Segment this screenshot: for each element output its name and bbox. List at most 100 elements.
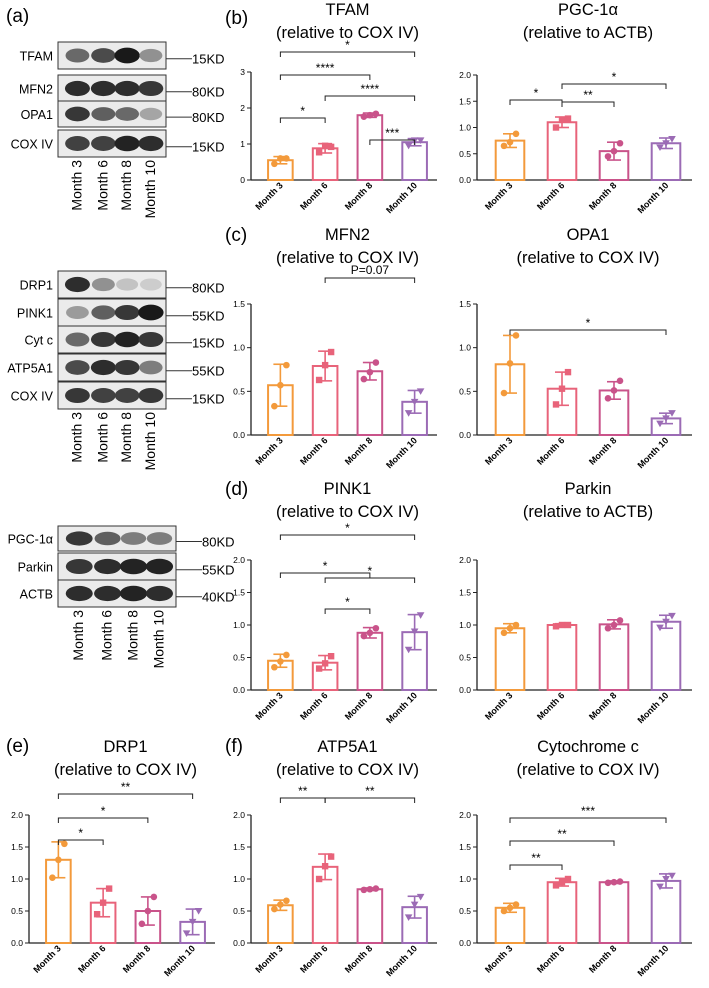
significance-label: ** xyxy=(121,780,131,794)
blot-row: PINK1 55KD xyxy=(17,298,225,327)
chart-opa1: OPA1 (relative to COX IV) 0.0 0.5 1.0 1.5 Mont… xyxy=(459,226,692,470)
significance-label: ** xyxy=(557,827,567,841)
panel-letter-d: (d) xyxy=(225,479,248,500)
y-tick-label: 0.0 xyxy=(459,175,471,185)
data-point xyxy=(662,140,670,147)
significance-label: ** xyxy=(365,784,375,798)
data-point xyxy=(656,420,664,428)
data-point xyxy=(552,882,560,889)
significance-label: *** xyxy=(581,804,595,818)
data-point xyxy=(182,930,191,937)
x-tick-label: Month 6 xyxy=(298,435,329,466)
y-tick-label: 1.0 xyxy=(233,874,245,884)
bar xyxy=(546,881,578,945)
x-tick-label: Month 10 xyxy=(635,943,670,978)
blot-size-label: 80KD xyxy=(192,85,225,100)
data-point xyxy=(610,878,618,886)
data-point xyxy=(500,389,508,397)
data-point xyxy=(610,621,618,629)
blot-protein-label: ATP5A1 xyxy=(7,362,53,376)
data-point xyxy=(372,359,380,366)
blot-lane-label: Month 6 xyxy=(99,610,115,661)
y-tick-label: 0.5 xyxy=(233,386,245,396)
blot-band xyxy=(138,135,164,152)
chart-subtitle: (relative to COX IV) xyxy=(516,249,659,267)
data-point xyxy=(283,361,290,369)
data-point xyxy=(416,137,425,144)
blot-band xyxy=(91,48,116,63)
y-tick-label: 0.0 xyxy=(11,938,23,948)
data-point xyxy=(49,874,56,882)
y-tick-label: 1.5 xyxy=(11,842,23,852)
blot-band xyxy=(91,136,116,151)
bar xyxy=(598,623,630,691)
y-tick-label: 1.5 xyxy=(459,842,471,852)
blot-size-label: 15KD xyxy=(192,140,225,155)
chart-subtitle: (relative to COX IV) xyxy=(276,503,419,521)
data-point xyxy=(564,368,572,376)
significance-bracket xyxy=(57,817,149,823)
chart-title: MFN2 xyxy=(325,226,370,244)
blot-protein-label: OPA1 xyxy=(21,108,53,122)
x-tick-label: Month 10 xyxy=(384,943,419,978)
data-point xyxy=(410,628,419,636)
blot-band xyxy=(114,135,140,152)
data-point xyxy=(283,897,290,905)
data-point xyxy=(277,381,284,389)
blot-band xyxy=(138,304,164,321)
blot-protein-label: PGC-1α xyxy=(8,533,53,547)
significance-label: *** xyxy=(385,126,399,140)
blot-size-label: 55KD xyxy=(192,309,225,324)
x-tick-label: Month 8 xyxy=(343,435,374,466)
chart-subtitle: (relative to COX IV) xyxy=(276,249,419,267)
significance-bracket xyxy=(279,572,371,578)
chart-title: Parkin xyxy=(565,480,612,498)
blot-band xyxy=(114,388,140,403)
data-point xyxy=(512,332,520,339)
blot-band xyxy=(114,47,140,64)
blot-lane-label: Month 3 xyxy=(68,412,84,463)
blot-protein-label: Parkin xyxy=(18,561,53,575)
blot-band xyxy=(116,278,139,291)
x-tick-label: Month 6 xyxy=(298,943,329,974)
data-point xyxy=(404,646,413,654)
y-tick-label: 0.5 xyxy=(459,653,471,663)
chart-parkin: Parkin (relative to ACTB) 0.0 0.5 1.0 1.5 2.0 M… xyxy=(459,480,692,725)
x-tick-label: Month 3 xyxy=(31,943,62,974)
data-point xyxy=(410,398,419,406)
blot-band xyxy=(91,388,116,403)
blot-band xyxy=(114,359,140,376)
significance-label: * xyxy=(78,826,83,840)
data-point xyxy=(558,116,566,123)
significance-bracket xyxy=(509,840,615,846)
data-point xyxy=(366,368,374,376)
bar xyxy=(546,624,578,691)
y-tick-label: 2.0 xyxy=(233,555,245,565)
y-tick-label: 0.0 xyxy=(233,938,245,948)
blot-size-label: 15KD xyxy=(192,336,225,351)
significance-label: * xyxy=(612,70,617,84)
x-tick-label: Month 3 xyxy=(483,690,514,721)
significance-bracket xyxy=(509,99,563,105)
blot-row: COX IV 15KD xyxy=(11,381,225,410)
data-point xyxy=(656,144,664,152)
blot-lane-label: Month 6 xyxy=(94,412,110,463)
x-tick-label: Month 3 xyxy=(483,943,514,974)
data-point xyxy=(604,153,612,160)
significance-bracket xyxy=(324,277,416,283)
data-point xyxy=(668,410,676,417)
significance-bracket xyxy=(57,839,104,845)
x-tick-label: Month 3 xyxy=(253,943,284,974)
data-point xyxy=(327,348,335,356)
panel-letter-a: (a) xyxy=(6,6,29,27)
blot-row: PGC-1α 80KD xyxy=(8,525,235,552)
blot-band xyxy=(138,387,164,404)
bar xyxy=(356,370,384,437)
data-point xyxy=(506,904,514,912)
blot-protein-label: COX IV xyxy=(11,138,54,152)
significance-bracket xyxy=(324,608,371,614)
data-point xyxy=(360,632,368,640)
data-point xyxy=(144,907,152,915)
data-point xyxy=(604,879,612,887)
blot-band xyxy=(65,48,90,63)
